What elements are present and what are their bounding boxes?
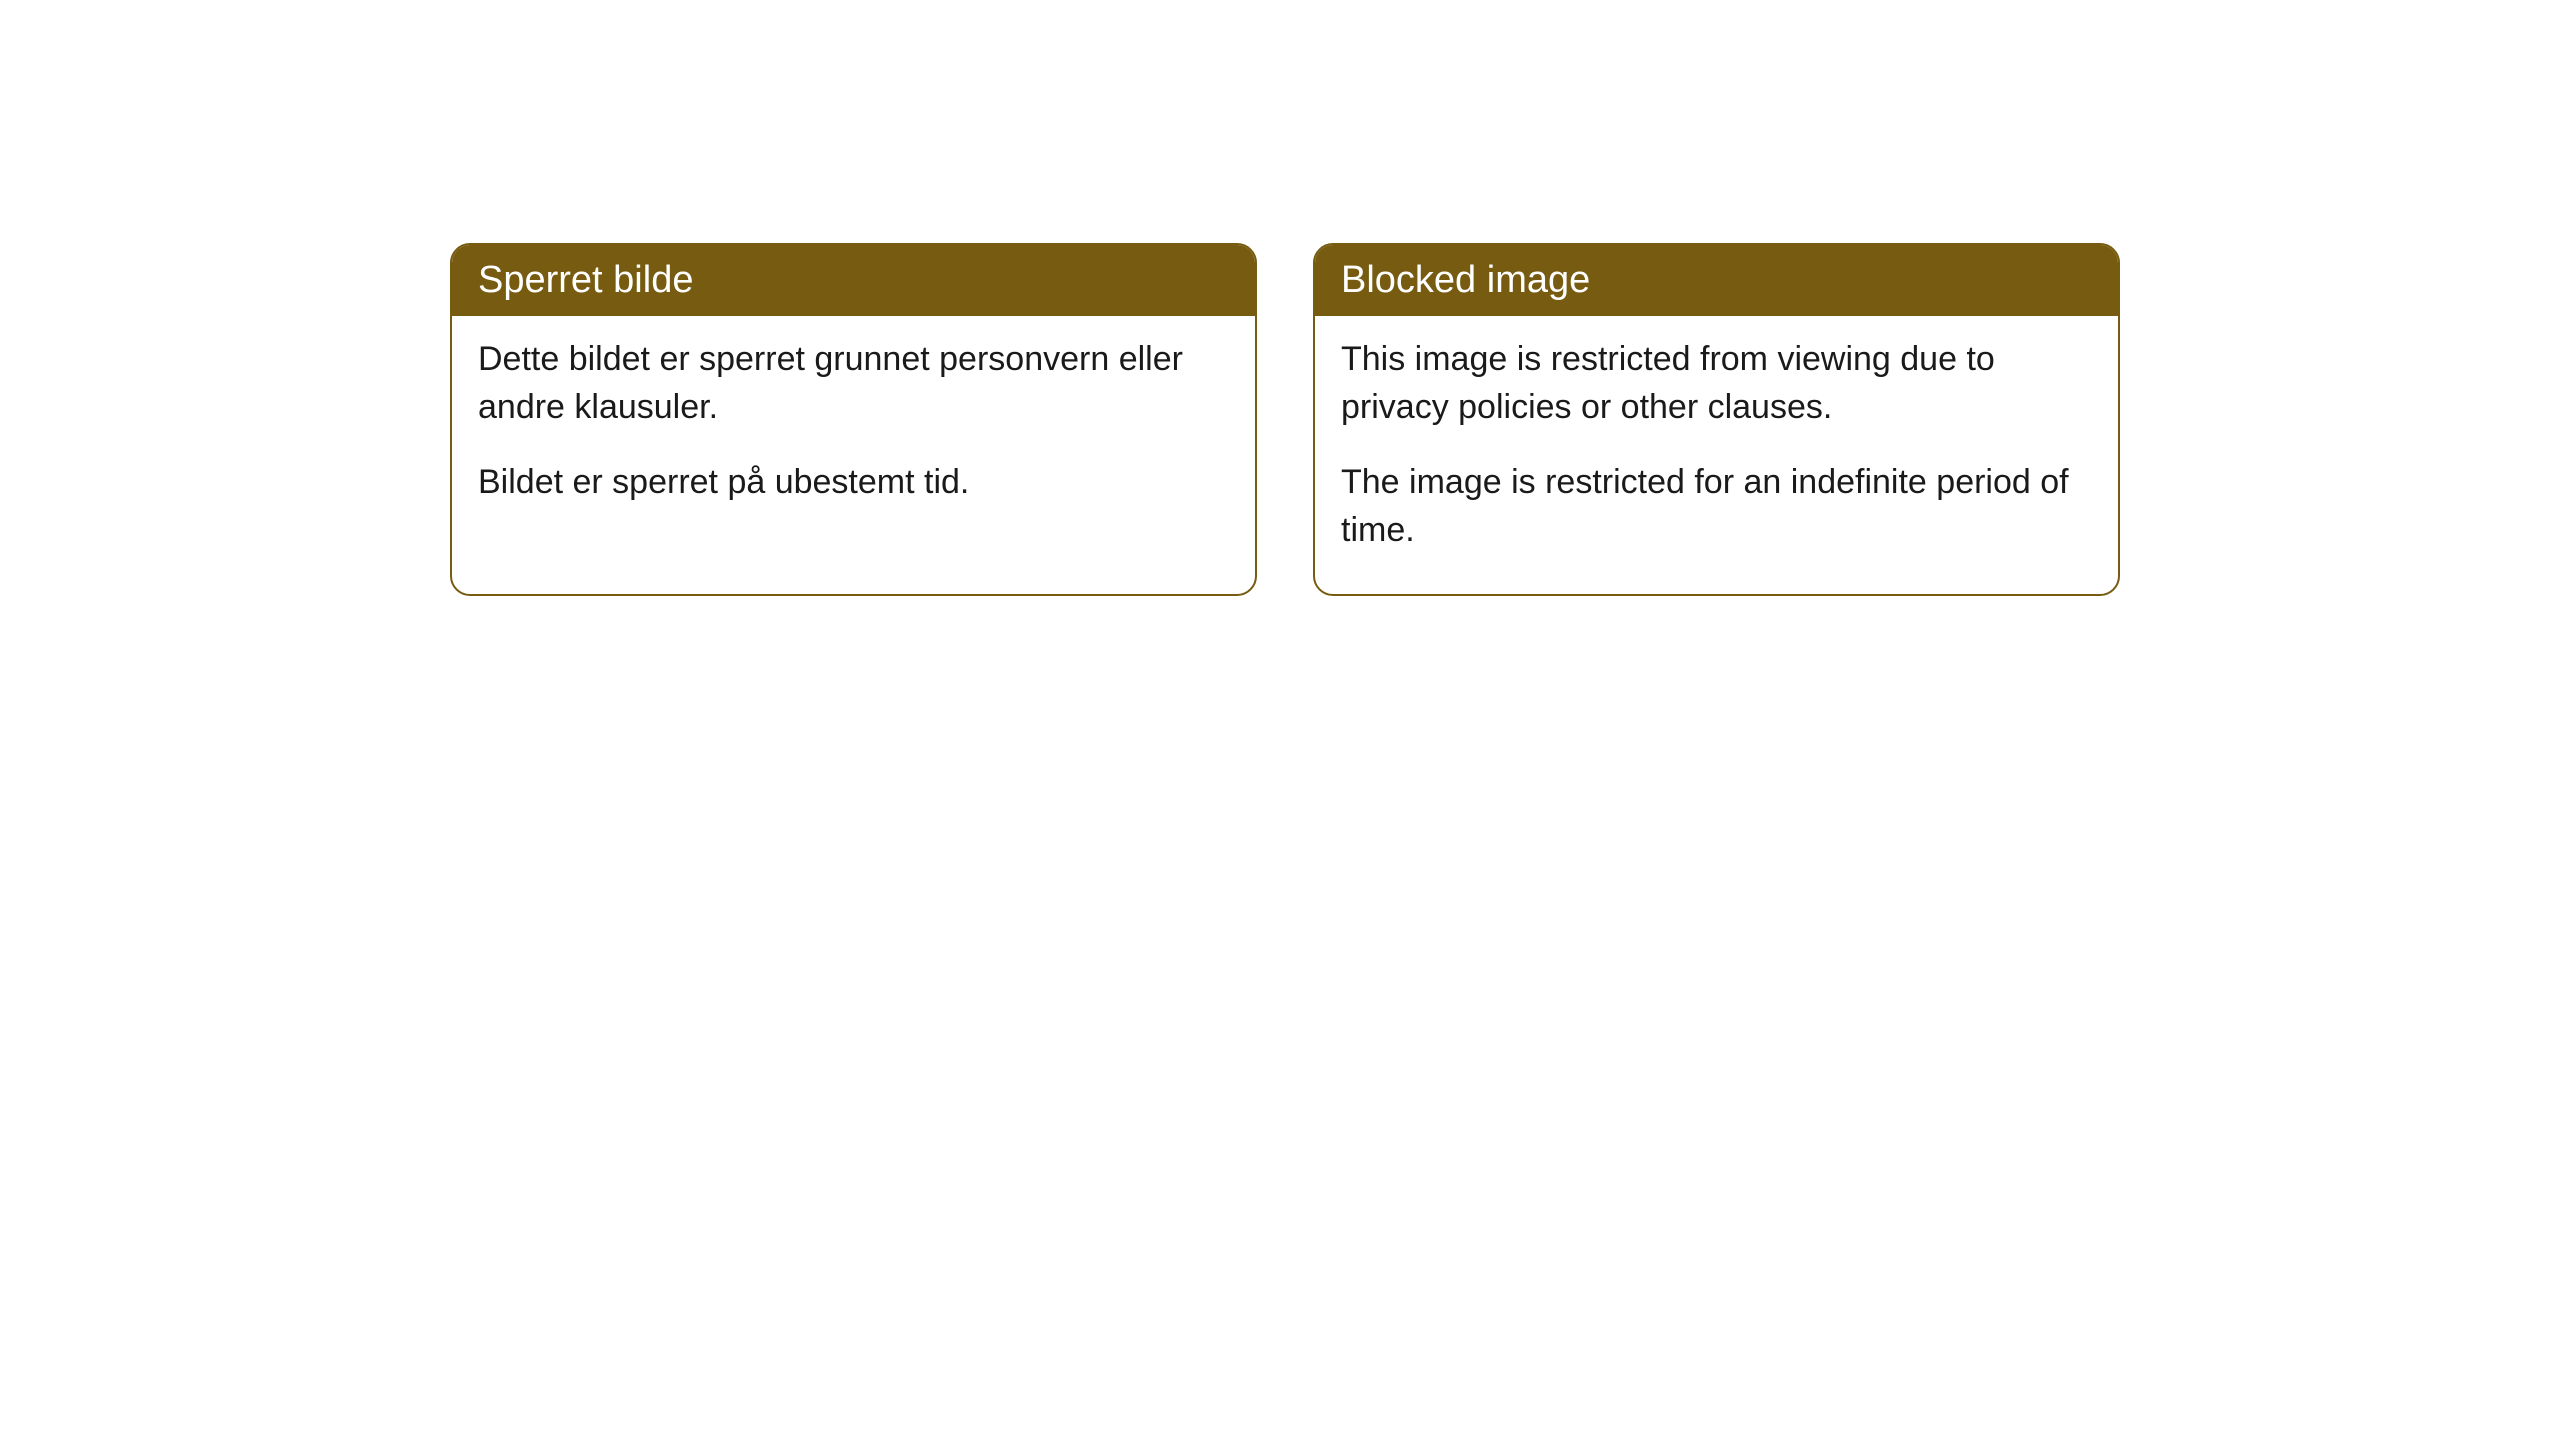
card-body-english: This image is restricted from viewing du…: [1315, 316, 2118, 594]
card-english: Blocked image This image is restricted f…: [1313, 243, 2120, 596]
card-text-norwegian-2: Bildet er sperret på ubestemt tid.: [478, 459, 1229, 507]
cards-container: Sperret bilde Dette bildet er sperret gr…: [450, 243, 2120, 596]
card-text-english-2: The image is restricted for an indefinit…: [1341, 459, 2092, 554]
card-text-norwegian-1: Dette bildet er sperret grunnet personve…: [478, 336, 1229, 431]
card-body-norwegian: Dette bildet er sperret grunnet personve…: [452, 316, 1255, 547]
card-header-english: Blocked image: [1315, 245, 2118, 316]
card-header-norwegian: Sperret bilde: [452, 245, 1255, 316]
card-text-english-1: This image is restricted from viewing du…: [1341, 336, 2092, 431]
card-norwegian: Sperret bilde Dette bildet er sperret gr…: [450, 243, 1257, 596]
